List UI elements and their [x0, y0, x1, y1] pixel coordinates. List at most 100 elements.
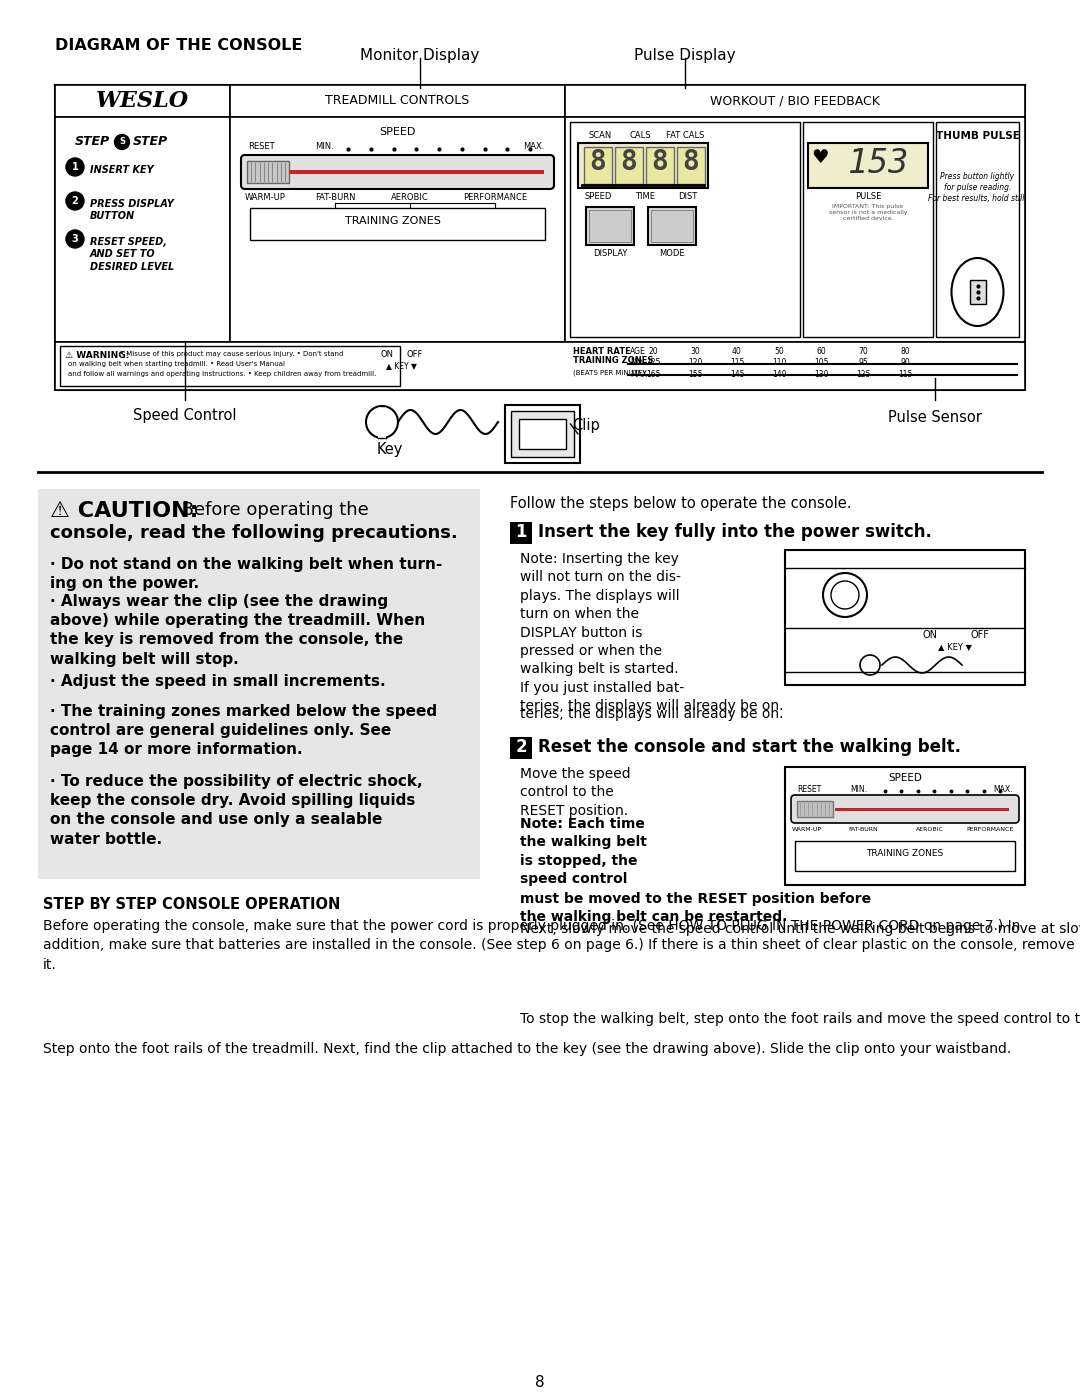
- Text: RESET: RESET: [248, 142, 274, 151]
- Text: 95: 95: [859, 358, 868, 367]
- Text: 8: 8: [621, 148, 637, 176]
- Bar: [797, 800, 833, 817]
- Text: · Adjust the speed in small increments.: · Adjust the speed in small increments.: [50, 673, 386, 689]
- Text: MAX.: MAX.: [994, 785, 1013, 793]
- FancyBboxPatch shape: [241, 155, 554, 189]
- Bar: [60, 346, 400, 386]
- Text: ON: ON: [380, 351, 393, 359]
- Text: Press button lightly
for pulse reading.
For best results, hold still.: Press button lightly for pulse reading. …: [928, 172, 1027, 203]
- Text: DISPLAY: DISPLAY: [593, 249, 627, 258]
- Bar: [505, 405, 580, 462]
- Text: S: S: [119, 137, 125, 147]
- Text: SPEED: SPEED: [379, 127, 416, 137]
- Text: STEP: STEP: [75, 136, 110, 148]
- Text: FAT-BURN: FAT-BURN: [314, 193, 355, 203]
- Text: Reset the console and start the walking belt.: Reset the console and start the walking …: [538, 738, 961, 756]
- Bar: [804, 122, 933, 337]
- Text: Pulse Display: Pulse Display: [634, 47, 735, 63]
- Text: TRAINING ZONES: TRAINING ZONES: [345, 217, 441, 226]
- Text: 8: 8: [536, 1375, 544, 1390]
- Text: 155: 155: [688, 370, 702, 379]
- Text: TREADMILL CONTROLS: TREADMILL CONTROLS: [325, 94, 470, 108]
- Text: OFF: OFF: [971, 630, 989, 640]
- Circle shape: [66, 191, 84, 210]
- Bar: [565, 85, 1025, 117]
- Bar: [835, 807, 1009, 812]
- Text: 1: 1: [71, 162, 79, 172]
- Text: To stop the walking belt, step onto the foot rails and move the speed control to: To stop the walking belt, step onto the …: [519, 1011, 1080, 1025]
- Bar: [677, 147, 705, 184]
- Text: 125: 125: [646, 358, 660, 367]
- FancyBboxPatch shape: [791, 795, 1020, 823]
- Text: SCAN: SCAN: [589, 131, 611, 140]
- Text: 115: 115: [730, 358, 744, 367]
- Text: WARM-UP: WARM-UP: [792, 827, 822, 833]
- Bar: [55, 342, 1025, 390]
- Text: ▲ KEY ▼: ▲ KEY ▼: [939, 643, 972, 651]
- Text: DIAGRAM OF THE CONSOLE: DIAGRAM OF THE CONSOLE: [55, 38, 302, 53]
- Text: INSERT KEY: INSERT KEY: [90, 165, 153, 175]
- Text: 145: 145: [730, 370, 744, 379]
- Text: WARM-UP: WARM-UP: [244, 193, 285, 203]
- Text: MAX.: MAX.: [630, 370, 649, 379]
- Text: WORKOUT / BIO FEEDBACK: WORKOUT / BIO FEEDBACK: [710, 94, 880, 108]
- Text: MIN.: MIN.: [315, 142, 334, 151]
- Text: STEP: STEP: [133, 136, 168, 148]
- Text: Speed Control: Speed Control: [133, 408, 237, 423]
- Text: 140: 140: [772, 370, 786, 379]
- Bar: [230, 117, 565, 342]
- Bar: [586, 207, 634, 244]
- Text: Note: Each time
the walking belt
is stopped, the
speed control: Note: Each time the walking belt is stop…: [519, 817, 647, 886]
- Bar: [584, 147, 612, 184]
- Text: 70: 70: [859, 346, 868, 356]
- Text: 8: 8: [651, 148, 669, 176]
- Text: SPEED: SPEED: [888, 773, 922, 782]
- Bar: [510, 738, 532, 759]
- Text: MAX.: MAX.: [524, 142, 545, 151]
- Text: 80: 80: [901, 346, 909, 356]
- Bar: [289, 170, 544, 175]
- Bar: [55, 85, 1025, 390]
- Text: Monitor Display: Monitor Display: [361, 47, 480, 63]
- Text: 40: 40: [732, 346, 742, 356]
- Text: Insert the key fully into the power switch.: Insert the key fully into the power swit…: [538, 522, 932, 541]
- Text: CALS: CALS: [630, 131, 651, 140]
- Text: Next, slowly move the speed control until the walking belt begins to move at slo: Next, slowly move the speed control unti…: [519, 922, 1080, 936]
- Text: WESLO: WESLO: [96, 89, 189, 112]
- Bar: [795, 841, 1015, 870]
- Text: • Misuse of this product may cause serious injury. • Don't stand: • Misuse of this product may cause serio…: [120, 351, 343, 358]
- Text: Step onto the foot rails of the treadmill. Next, find the clip attached to the k: Step onto the foot rails of the treadmil…: [43, 1042, 1011, 1056]
- Text: 8: 8: [590, 148, 606, 176]
- Text: Before operating the: Before operating the: [176, 502, 368, 520]
- Bar: [785, 767, 1025, 886]
- Text: ▲ KEY ▼: ▲ KEY ▼: [386, 360, 417, 370]
- Text: PULSE: PULSE: [854, 191, 881, 201]
- Text: ON: ON: [922, 630, 937, 640]
- Text: · Always wear the clip (see the drawing
above) while operating the treadmill. Wh: · Always wear the clip (see the drawing …: [50, 594, 426, 666]
- Text: 110: 110: [772, 358, 786, 367]
- Bar: [519, 419, 566, 448]
- Text: Note: Inserting the key
will not turn on the dis-
plays. The displays will
turn : Note: Inserting the key will not turn on…: [519, 552, 783, 714]
- Text: 90: 90: [900, 358, 909, 367]
- Text: and follow all warnings and operating instructions. • Keep children away from tr: and follow all warnings and operating in…: [68, 372, 376, 377]
- Bar: [55, 117, 230, 342]
- Text: teries, the displays will already be on.: teries, the displays will already be on.: [519, 707, 783, 721]
- Bar: [646, 147, 674, 184]
- Text: HEART RATE: HEART RATE: [573, 346, 631, 356]
- Bar: [648, 207, 696, 244]
- Text: MODE: MODE: [659, 249, 685, 258]
- Text: ⚠ CAUTION:: ⚠ CAUTION:: [50, 502, 199, 521]
- Bar: [55, 85, 1025, 117]
- Text: Pulse Sensor: Pulse Sensor: [888, 409, 982, 425]
- Bar: [565, 117, 1025, 342]
- Text: 115: 115: [897, 370, 913, 379]
- Bar: [615, 147, 643, 184]
- Text: OFF: OFF: [407, 351, 423, 359]
- Text: MIN.: MIN.: [850, 785, 867, 793]
- Text: 1: 1: [515, 522, 527, 541]
- Bar: [785, 550, 1025, 685]
- Text: FAT-BURN: FAT-BURN: [848, 827, 878, 833]
- Text: 153: 153: [848, 147, 908, 180]
- Text: STEP BY STEP CONSOLE OPERATION: STEP BY STEP CONSOLE OPERATION: [43, 897, 340, 912]
- Text: TIME: TIME: [635, 191, 654, 201]
